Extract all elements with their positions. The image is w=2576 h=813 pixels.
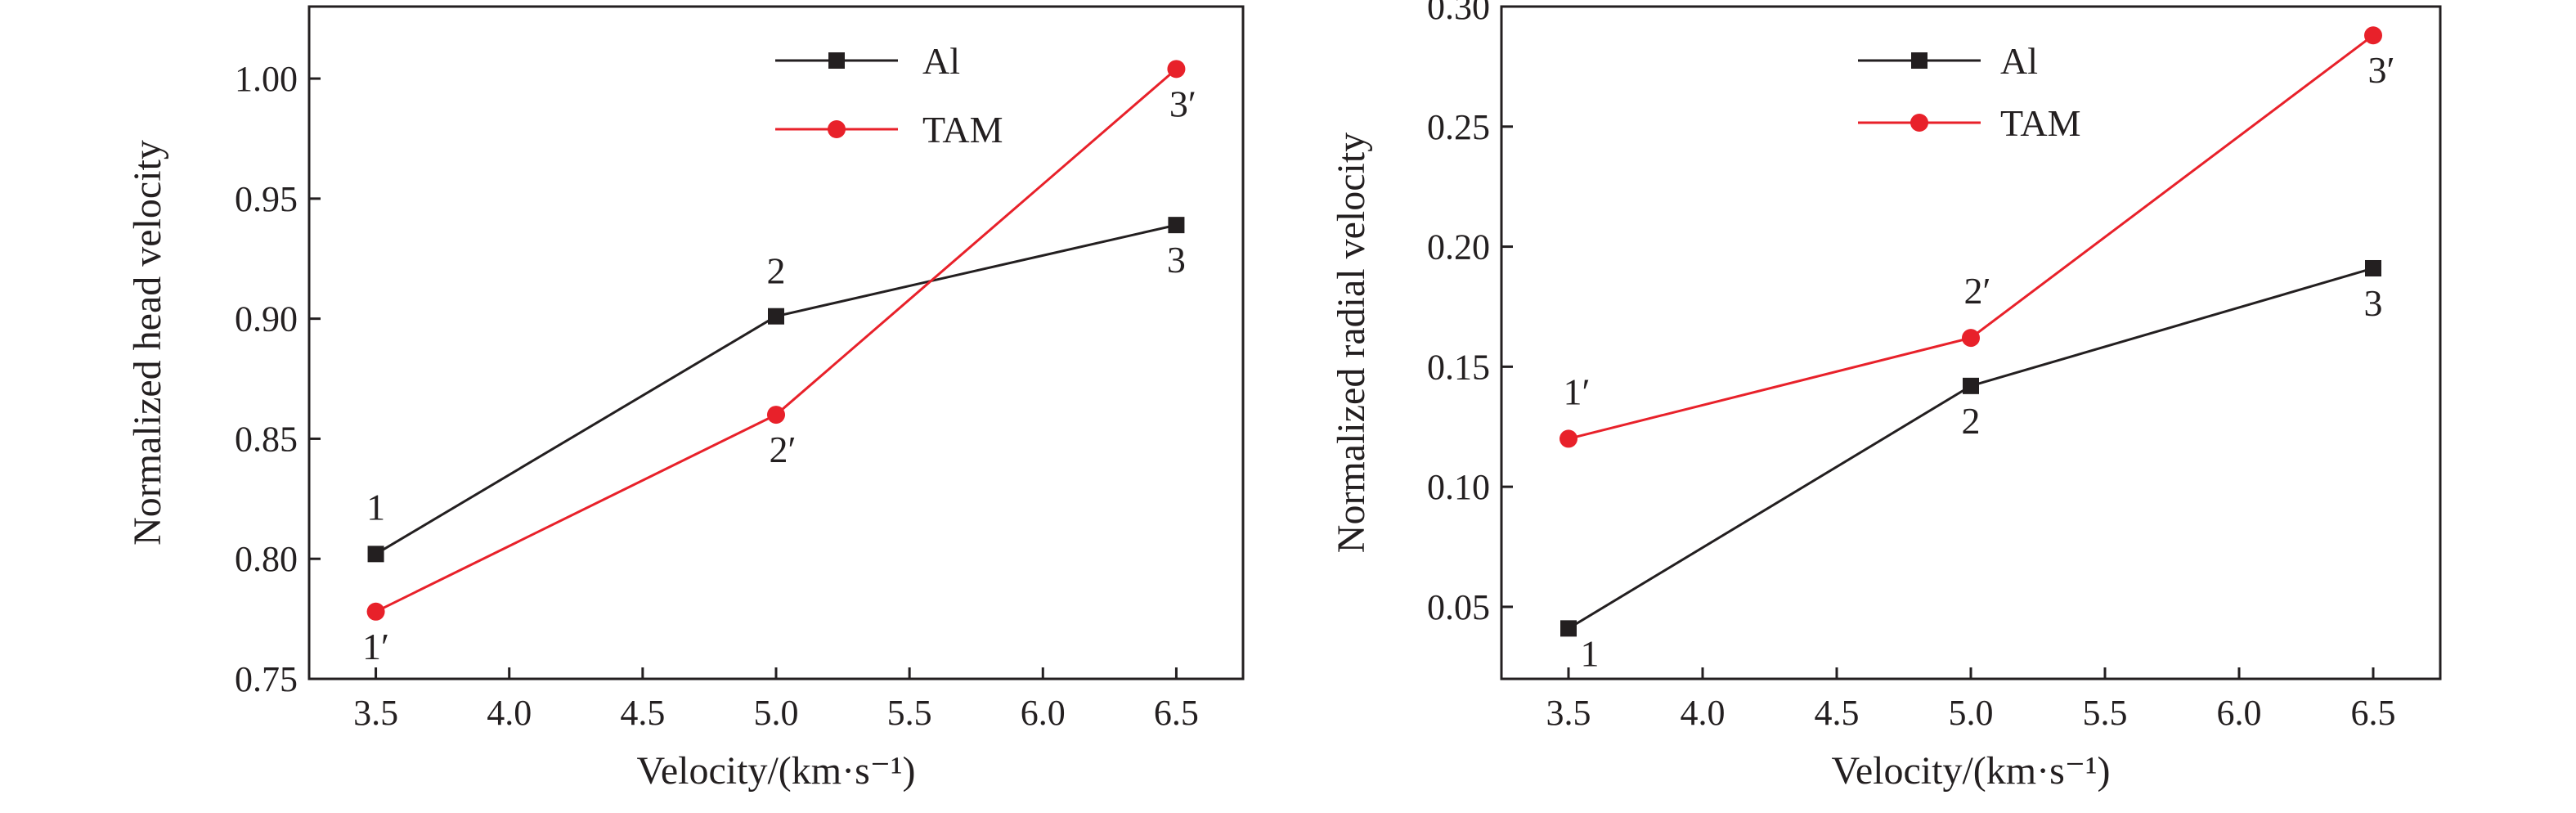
x-tick-label: 3.5: [1546, 693, 1591, 733]
data-point-al: [2365, 259, 2381, 276]
y-tick-label: 1.00: [235, 59, 298, 99]
data-point-tam: [366, 602, 385, 621]
x-tick-label: 4.5: [620, 693, 665, 733]
point-label: 1′: [362, 626, 389, 667]
point-label: 2: [767, 250, 786, 292]
data-point-tam: [767, 406, 785, 424]
x-tick-label: 4.0: [487, 693, 532, 733]
x-tick-label: 3.5: [353, 693, 398, 733]
point-label: 2′: [769, 429, 796, 470]
data-point-al: [1963, 377, 1979, 394]
y-tick-label: 0.90: [235, 299, 298, 339]
legend-label-tam: TAM: [2000, 102, 2081, 144]
x-tick-label: 5.5: [887, 693, 932, 733]
point-label: 3′: [2367, 49, 2394, 91]
y-tick-label: 0.20: [1427, 227, 1490, 267]
x-axis-title: Velocity/(km·s⁻¹): [637, 749, 916, 793]
point-label: 3: [2364, 282, 2383, 324]
series-line-tam: [375, 68, 1178, 613]
y-tick-label: 0.75: [235, 659, 298, 699]
legend-marker-tam: [828, 120, 846, 138]
data-point-tam: [1167, 60, 1186, 79]
point-label: 2′: [1963, 270, 1990, 312]
x-tick-label: 5.0: [754, 693, 799, 733]
point-label: 1′: [1563, 371, 1590, 412]
legend-marker-al: [828, 52, 845, 69]
y-tick-label: 0.85: [235, 419, 298, 459]
data-point-tam: [1962, 329, 1980, 348]
y-axis-title: Normalized head velocity: [126, 140, 169, 546]
y-tick-label: 0.05: [1427, 587, 1490, 627]
point-label: 1: [1581, 632, 1600, 674]
y-tick-label: 0.15: [1427, 347, 1490, 387]
x-tick-label: 6.0: [1021, 693, 1066, 733]
chart-radial-velocity: 3.5 4.0 4.5 5.0 5.5 6.0 6.5 0.05 0.10 0.15 0.20 0.2…: [1330, 0, 2442, 793]
x-tick-label: 5.5: [2083, 693, 2128, 733]
y-tick-label: 0.30: [1427, 0, 1490, 27]
x-tick-label: 6.5: [2351, 693, 2396, 733]
series-line-al: [1568, 267, 2374, 630]
y-axis-title: Normalized radial velocity: [1330, 133, 1373, 553]
legend-label-tam: TAM: [922, 109, 1003, 150]
x-tick-label: 6.0: [2217, 693, 2262, 733]
data-point-al: [1168, 217, 1185, 234]
x-tick-label: 5.0: [1949, 693, 1994, 733]
plot-frame: [307, 5, 1245, 680]
data-point-al: [1560, 620, 1577, 637]
point-label: 3′: [1169, 83, 1196, 124]
y-tick-label: 0.80: [235, 539, 298, 579]
point-label: 3: [1167, 239, 1186, 281]
x-tick-label: 4.5: [1815, 693, 1860, 733]
data-point-tam: [1560, 429, 1577, 448]
x-axis-title: Velocity/(km·s⁻¹): [1832, 749, 2111, 793]
data-point-tam: [2364, 26, 2382, 45]
point-label: 1: [366, 486, 385, 528]
legend-label-al: Al: [922, 40, 960, 82]
point-label: 2: [1962, 400, 1981, 442]
x-tick-label: 4.0: [1681, 693, 1726, 733]
y-tick-label: 0.25: [1427, 107, 1490, 147]
chart-head-velocity: 3.5 4.0 4.5 5.0 5.5 6.0 6.5 0.75 0.80 0.85 0.90 0.9…: [126, 5, 1245, 793]
data-point-al: [367, 546, 384, 563]
legend-label-al: Al: [2000, 40, 2038, 82]
y-tick-label: 0.95: [235, 179, 298, 219]
legend-marker-tam: [1910, 114, 1928, 132]
data-point-al: [768, 308, 784, 325]
y-tick-label: 0.10: [1427, 467, 1490, 507]
legend-marker-al: [1911, 52, 1928, 69]
x-tick-label: 6.5: [1154, 693, 1199, 733]
